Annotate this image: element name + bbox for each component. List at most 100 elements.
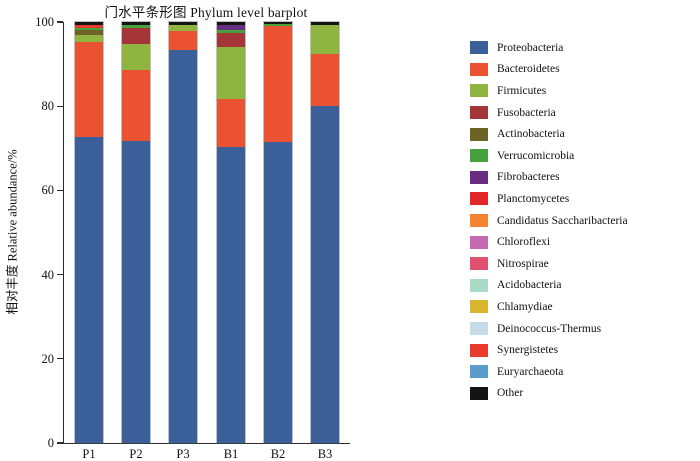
- y-axis-tick-label: 20: [41, 351, 55, 366]
- stacked-bar-p2: [121, 21, 151, 444]
- bar-segment-fusobacteria: [217, 32, 245, 47]
- legend-label: Other: [497, 387, 524, 400]
- bar-segment-firmicutes: [311, 24, 339, 54]
- bar-segment-actinobacteria: [75, 30, 103, 35]
- bar-segment-verrucomicrobia: [122, 25, 150, 28]
- y-axis-tick: [57, 358, 63, 360]
- legend-color-swatch: [470, 170, 488, 184]
- stacked-bar-p1: [74, 21, 104, 444]
- bar-segment-other: [75, 22, 103, 25]
- legend-color-swatch: [470, 106, 488, 120]
- bar-segment-bacteroidetes: [122, 70, 150, 142]
- bar-segment-verrucomicrobia: [264, 23, 292, 27]
- legend-item-synergistetes: Synergistetes: [470, 339, 628, 361]
- x-axis-tick-label: P3: [176, 447, 190, 461]
- legend-item-deinococcus-thermus: Deinococcus-Thermus: [470, 318, 628, 340]
- legend-item-euryarchaeota: Euryarchaeota: [470, 361, 628, 383]
- y-axis-tick: [57, 105, 63, 107]
- bar-segment-firmicutes: [217, 46, 245, 99]
- legend-item-firmicutes: Firmicutes: [470, 80, 628, 102]
- bar-segment-proteobacteria: [122, 141, 150, 443]
- y-axis-tick: [57, 442, 63, 444]
- y-axis-tick-label: 100: [35, 15, 54, 29]
- legend-color-swatch: [470, 62, 488, 76]
- legend-item-chlamydiae: Chlamydiae: [470, 296, 628, 318]
- bar-segment-other: [311, 22, 339, 25]
- bar-segment-bacteroidetes: [311, 53, 339, 106]
- legend-color-swatch: [470, 84, 488, 98]
- legend-color-swatch: [470, 343, 488, 357]
- y-axis-tick: [57, 21, 63, 23]
- bar-segment-synergistetes: [75, 24, 103, 28]
- legend-label: Euryarchaeota: [497, 365, 564, 378]
- y-axis-tick-label: 60: [41, 183, 55, 198]
- bar-segment-other: [122, 22, 150, 25]
- stacked-bar-p3: [168, 21, 198, 444]
- legend-item-fibrobacteres: Fibrobacteres: [470, 167, 628, 189]
- x-axis-tick-label: B1: [223, 447, 239, 461]
- legend-item-chloroflexi: Chloroflexi: [470, 231, 628, 253]
- bar-segment-verrucomicrobia: [75, 27, 103, 31]
- bar-segment-fibrobacteres: [217, 25, 245, 31]
- legend-item-bacteroidetes: Bacteroidetes: [470, 59, 628, 81]
- bar-segment-proteobacteria: [264, 142, 292, 443]
- bar-segment-firmicutes: [75, 34, 103, 43]
- stacked-bar-b2: [263, 21, 293, 444]
- bar-segment-bacteroidetes: [264, 26, 292, 143]
- legend-label: Candidatus Saccharibacteria: [497, 214, 628, 227]
- legend-item-proteobacteria: Proteobacteria: [470, 37, 628, 59]
- legend-item-candidatus-saccharibacteria: Candidatus Saccharibacteria: [470, 210, 628, 232]
- bar-segment-bacteroidetes: [75, 42, 103, 138]
- legend-color-swatch: [470, 192, 488, 206]
- y-axis-tick-label: 0: [47, 436, 54, 450]
- y-axis-tick-label: 40: [41, 267, 55, 282]
- legend: Proteobacteria Bacteroidetes Firmicutes Fus…: [470, 37, 628, 404]
- bar-segment-proteobacteria: [75, 137, 103, 443]
- legend-label: Nitrospirae: [497, 257, 549, 270]
- legend-label: Chlamydiae: [497, 300, 553, 313]
- bar-segment-proteobacteria: [311, 105, 339, 443]
- legend-color-swatch: [470, 278, 488, 292]
- legend-color-swatch: [470, 127, 488, 141]
- legend-label: Verrucomicrobia: [497, 149, 575, 162]
- legend-label: Bacteroidetes: [497, 63, 560, 76]
- x-axis-tick-label: B2: [270, 447, 286, 461]
- bar-segment-bacteroidetes: [169, 31, 197, 51]
- plot-area: 0 20 40 60 80 100 P1 P2 P3 B1 B2 B3: [35, 15, 350, 461]
- x-axis-tick-label: P1: [82, 447, 96, 461]
- legend-item-actinobacteria: Actinobacteria: [470, 123, 628, 145]
- legend-color-swatch: [470, 322, 488, 336]
- legend-color-swatch: [470, 149, 488, 163]
- legend-item-nitrospirae: Nitrospirae: [470, 253, 628, 275]
- legend-color-swatch: [470, 41, 488, 55]
- legend-color-swatch: [470, 235, 488, 249]
- legend-label: Fibrobacteres: [497, 171, 560, 184]
- y-axis-tick-label: 80: [41, 99, 55, 114]
- bar-segment-firmicutes: [122, 43, 150, 71]
- x-axis-tick-label: P2: [129, 447, 143, 461]
- bar-segment-verrucomicrobia: [217, 30, 245, 33]
- bar-segment-other: [264, 22, 292, 24]
- legend-label: Synergistetes: [497, 344, 559, 357]
- bar-segment-other: [169, 22, 197, 26]
- legend-color-swatch: [470, 386, 488, 400]
- stacked-bar-b1: [216, 21, 246, 444]
- legend-item-planctomycetes: Planctomycetes: [470, 188, 628, 210]
- legend-label: Firmicutes: [497, 84, 547, 97]
- y-axis-tick: [57, 189, 63, 191]
- bar-segment-proteobacteria: [217, 147, 245, 443]
- bar-segment-proteobacteria: [169, 50, 197, 443]
- bar-segment-fusobacteria: [122, 27, 150, 44]
- legend-item-verrucomicrobia: Verrucomicrobia: [470, 145, 628, 167]
- chart-title: 门水平条形图 Phylum level barplot: [104, 5, 308, 20]
- legend-color-swatch: [470, 300, 488, 314]
- legend-color-swatch: [470, 257, 488, 271]
- legend-item-acidobacteria: Acidobacteria: [470, 275, 628, 297]
- y-axis-tick: [57, 274, 63, 276]
- bar-segment-bacteroidetes: [217, 98, 245, 148]
- y-axis-title: 相对丰度 Relative abundance/%: [5, 149, 20, 315]
- legend-label: Deinococcus-Thermus: [497, 322, 602, 335]
- bar-segment-other: [217, 22, 245, 26]
- legend-item-fusobacteria: Fusobacteria: [470, 102, 628, 124]
